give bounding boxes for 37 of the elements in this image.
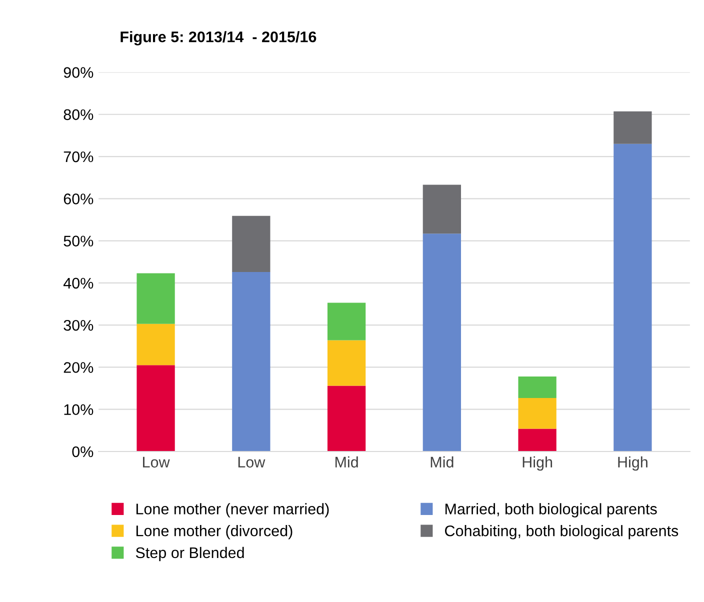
legend-label: Lone mother (divorced) — [136, 525, 292, 540]
legend-label: Lone mother (never married) — [136, 503, 329, 518]
bar — [614, 144, 652, 452]
bar — [614, 111, 652, 144]
y-tick-label: 80% — [64, 109, 94, 120]
y-tick-label: 0% — [72, 446, 94, 458]
y-tick-label: 30% — [64, 320, 94, 331]
y-tick-label: 20% — [64, 362, 94, 373]
legend-label: Cohabiting, both biological parents — [445, 525, 678, 540]
y-tick-label: 90% — [64, 67, 94, 78]
bar — [136, 365, 175, 452]
bar — [136, 273, 175, 324]
x-tick-label: Low — [238, 456, 266, 468]
bar — [232, 216, 270, 272]
bar — [232, 272, 270, 452]
x-tick-label: High — [618, 456, 648, 471]
x-tick-label: Mid — [335, 456, 358, 468]
bar — [327, 302, 366, 340]
x-tick-label: High — [522, 456, 552, 471]
y-tick-label: 10% — [64, 404, 94, 416]
bar — [327, 386, 366, 452]
y-tick-label: 40% — [63, 278, 94, 289]
bar — [518, 398, 556, 429]
y-tick-label: 50% — [64, 236, 94, 246]
x-tick-label: Low — [143, 456, 170, 468]
bar — [136, 324, 175, 366]
legend-label: Step or Blended — [136, 546, 244, 562]
bar — [422, 234, 462, 452]
bar — [422, 184, 462, 234]
chart-title: Figure 5: 2013/14 - 2015/16 — [120, 31, 316, 46]
y-tick-label: 60% — [64, 194, 94, 204]
legend-label: Married, both biological parents — [445, 503, 657, 518]
x-tick-label: Mid — [430, 456, 454, 468]
bar — [327, 340, 366, 386]
bar — [518, 428, 556, 452]
bar — [518, 376, 556, 398]
y-tick-label: 70% — [64, 151, 94, 162]
